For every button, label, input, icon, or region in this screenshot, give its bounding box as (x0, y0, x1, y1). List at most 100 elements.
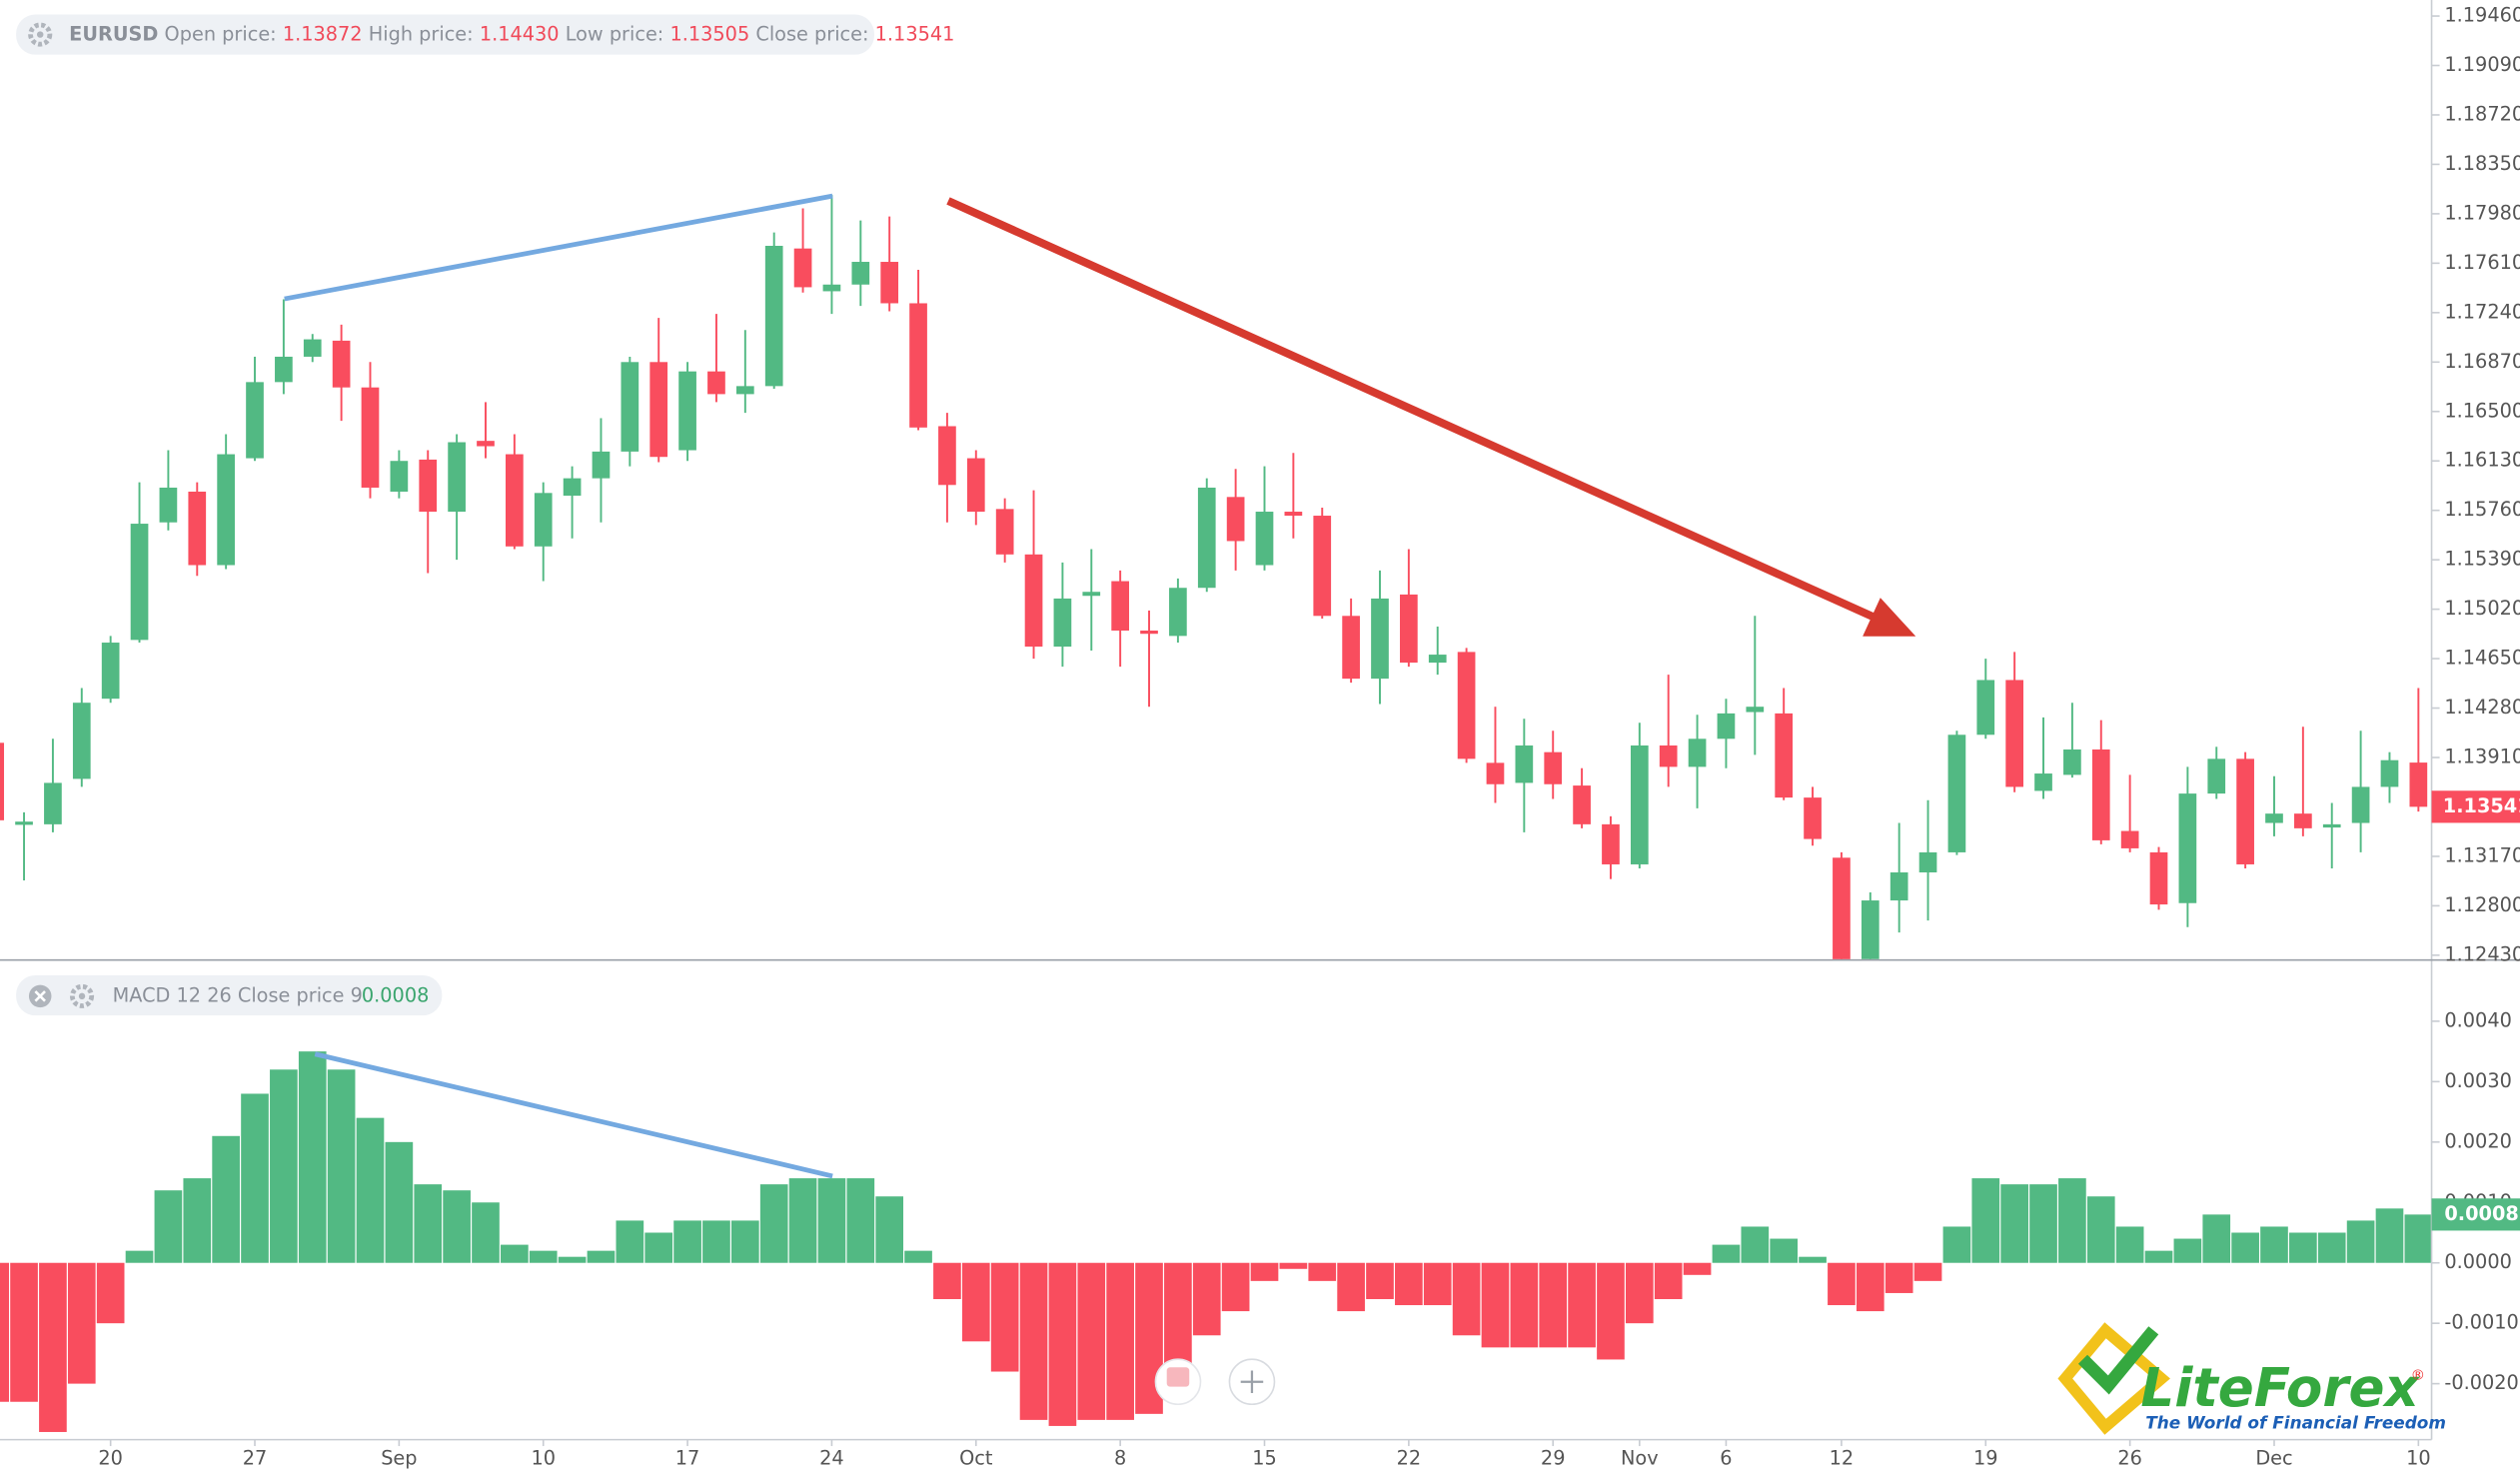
gear-icon (28, 22, 53, 47)
x-tick-label: 20 (98, 1446, 123, 1469)
histogram-bar (2375, 1208, 2404, 1263)
y-tick-label: 1.16870 (2444, 350, 2520, 373)
remove-indicator-button[interactable] (28, 984, 52, 1008)
last-value-label: 0.0008 (2444, 1202, 2518, 1225)
add-button[interactable] (1228, 1358, 1276, 1406)
candle-body (1833, 857, 1851, 959)
histogram-bar (443, 1190, 471, 1263)
candle-body (1197, 487, 1216, 589)
candle-body (390, 461, 409, 492)
histogram-bar (1395, 1262, 1423, 1306)
histogram-bar (1856, 1262, 1885, 1312)
value-tags: 1.13541 0.0008 (2431, 790, 2520, 1231)
y-tick-label: 1.13170 (2444, 843, 2520, 866)
last-value-tag (2431, 1198, 2520, 1231)
histogram-bar (1539, 1262, 1568, 1348)
y-tick-label: 1.17980 (2444, 201, 2520, 224)
candle-body (2178, 793, 2197, 903)
y-tick-label: 0.0040 (2444, 1008, 2511, 1031)
candle-body (1082, 592, 1101, 597)
candle-body (159, 487, 178, 523)
histogram-bar (0, 1262, 10, 1402)
histogram-bar (2289, 1232, 2317, 1263)
candle-body (361, 387, 380, 488)
candle-body (1544, 751, 1563, 784)
candle-body (1804, 797, 1822, 839)
candle-body (1169, 588, 1187, 637)
histogram-bar (327, 1069, 356, 1263)
candle-body (822, 284, 841, 292)
candle-body (217, 454, 235, 566)
candle-body (1890, 871, 1908, 901)
histogram-bar (1337, 1262, 1365, 1312)
histogram-bar (2115, 1226, 2144, 1263)
candle-body (1371, 598, 1389, 680)
annotations (284, 193, 1916, 1179)
histogram-bar (96, 1262, 125, 1324)
candle-body (303, 339, 322, 357)
x-tick-label: 10 (531, 1446, 556, 1469)
histogram-bar (1712, 1244, 1741, 1263)
settings-button[interactable] (28, 22, 53, 47)
y-tick-label: 1.17240 (2444, 300, 2520, 323)
legend-value: 1.14430 (480, 22, 560, 45)
x-tick-label: 19 (1973, 1446, 1998, 1469)
y-tick-label: 0.0030 (2444, 1069, 2511, 1092)
candle-body (1255, 512, 1274, 566)
candle-body (1024, 554, 1043, 648)
histogram-bar (241, 1093, 269, 1263)
candle-body (1659, 744, 1678, 767)
y-tick-label: 1.16500 (2444, 399, 2520, 422)
y-tick-label: 1.12800 (2444, 893, 2520, 916)
candle-body (15, 821, 33, 825)
candle-body (1284, 512, 1303, 517)
histogram-bar (2231, 1232, 2259, 1263)
histogram-bar (2058, 1178, 2086, 1263)
histogram-bar (2173, 1238, 2202, 1263)
candle-body (793, 248, 812, 288)
candle-body (2351, 786, 2370, 823)
x-tick-label: Nov (1621, 1446, 1659, 1469)
candle-body (448, 442, 466, 513)
candle-body (1688, 738, 1707, 767)
histogram-bar (904, 1250, 932, 1263)
histogram-bar (1625, 1262, 1654, 1324)
histogram-bar (2086, 1196, 2115, 1263)
candle-body (2034, 773, 2052, 791)
y-tick-label: 1.19460 (2444, 4, 2520, 27)
logo-slogan: The World of Financial Freedom (2145, 1413, 2446, 1433)
y-tick-label: 1.15760 (2444, 498, 2520, 521)
maximize-button[interactable] (1154, 1358, 1202, 1406)
x-tick-label: 24 (819, 1446, 844, 1469)
histogram-bar (1192, 1262, 1221, 1336)
macd-trend-line (314, 1051, 833, 1179)
candle-body (506, 454, 524, 547)
x-tick-label: 6 (1720, 1446, 1732, 1469)
histogram-bar (1221, 1262, 1250, 1312)
histogram-bar (1654, 1262, 1683, 1299)
histogram-bar (2144, 1250, 2173, 1263)
histogram-bar (1597, 1262, 1625, 1360)
histogram-bar (39, 1262, 67, 1432)
y-tick-label: 1.18720 (2444, 102, 2520, 125)
x-tick-label: 17 (675, 1446, 700, 1469)
histogram-bar (1106, 1262, 1134, 1420)
candle-body (563, 478, 582, 496)
gear-icon (69, 983, 95, 1008)
x-tick-label: Sep (381, 1446, 417, 1469)
candle-body (621, 362, 639, 452)
histogram-bar (183, 1178, 212, 1263)
y-tick-label: 0.0020 (2444, 1129, 2511, 1152)
histogram-bar (1077, 1262, 1106, 1420)
candle-body (1947, 735, 1966, 852)
y-tick-label: 1.15390 (2444, 548, 2520, 571)
candle-body (1573, 785, 1591, 824)
histogram-bar (2202, 1214, 2231, 1263)
histogram-bar (1250, 1262, 1279, 1281)
candle-body (592, 451, 611, 479)
pane-buttons (1154, 1358, 1276, 1406)
histogram-bar (1048, 1262, 1077, 1426)
settings-button[interactable] (69, 983, 95, 1008)
price-legend: EURUSD Open price: 1.13872 High price: 1… (16, 14, 954, 55)
candle-body (1602, 823, 1620, 864)
